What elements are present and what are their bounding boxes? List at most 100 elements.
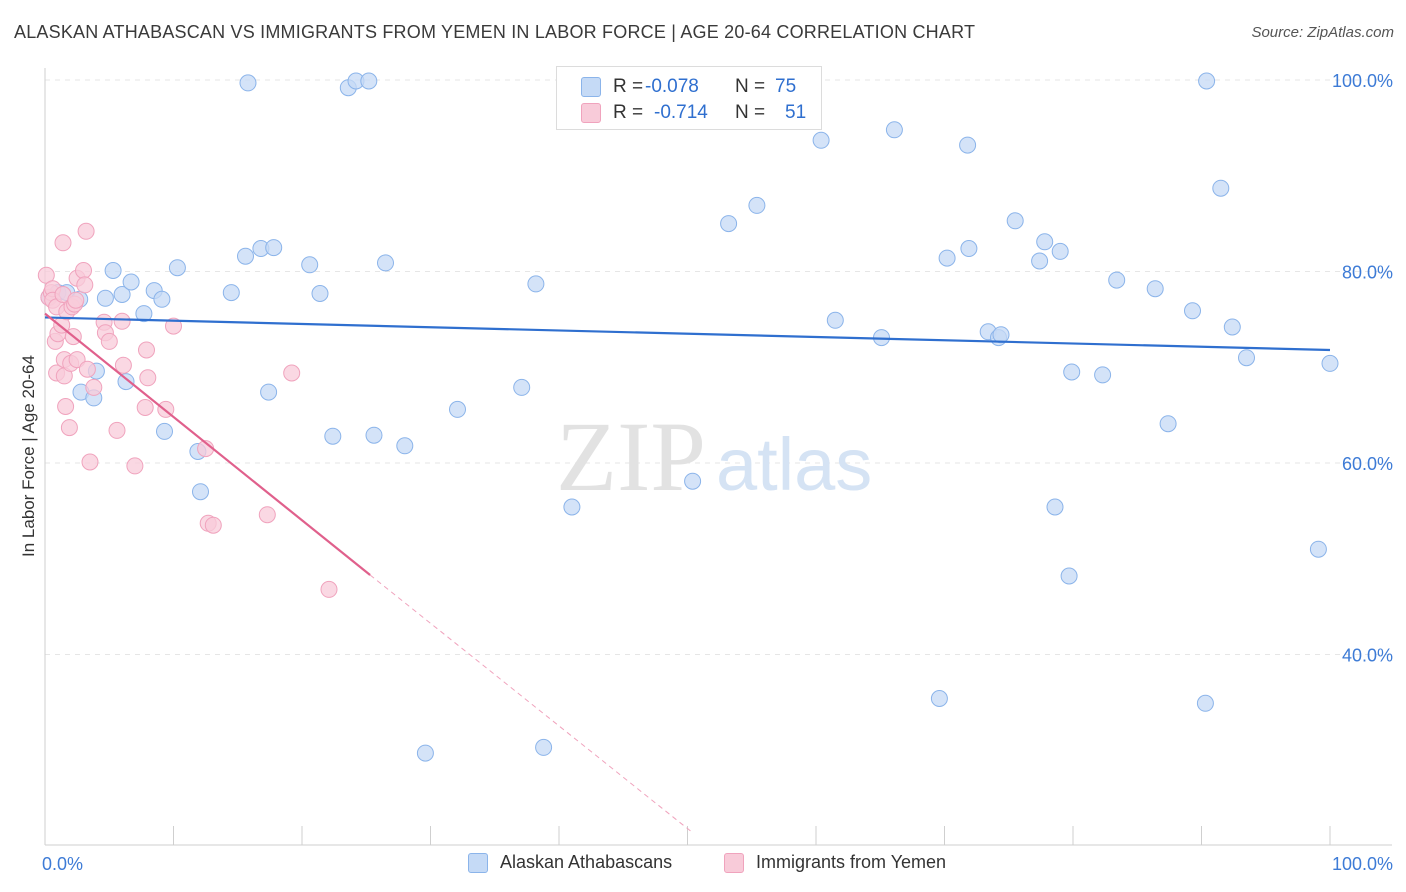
yemen-trendline-extension: [369, 574, 692, 833]
athabascan-swatch: [581, 77, 601, 97]
athabascan-point: [324, 427, 342, 445]
r-label: R =: [613, 102, 644, 123]
yemen-point: [113, 312, 131, 330]
athabascan-point: [237, 247, 254, 265]
athabascan-point: [192, 483, 209, 501]
athabascan-point: [1060, 567, 1078, 585]
y-tick-label: 80.0%: [1342, 263, 1393, 283]
athabascan-point: [301, 256, 319, 274]
athabascan-point: [812, 131, 830, 149]
athabascan-point: [527, 275, 545, 293]
athabascan-point: [513, 378, 531, 396]
yemen-point: [114, 356, 132, 374]
yemen-point: [77, 222, 95, 240]
x-tick-label: 0.0%: [42, 854, 83, 874]
athabascan-point: [826, 311, 844, 329]
source-credit: Source: ZipAtlas.com: [1251, 24, 1394, 41]
athabascan-point: [265, 239, 283, 257]
athabascan-point: [885, 121, 903, 139]
yemen-point: [78, 360, 96, 378]
yemen-point: [54, 234, 72, 252]
yemen-point: [57, 398, 75, 415]
yemen-trendline: [44, 312, 371, 576]
athabascan-point: [1051, 242, 1069, 260]
athabascan-trendline: [44, 316, 1331, 352]
athabascan-point: [1063, 363, 1081, 381]
yemen-point: [76, 276, 94, 294]
r-value: -0.714: [654, 102, 708, 123]
athabascan-point: [1196, 694, 1214, 712]
athabascan-point: [260, 383, 278, 401]
athabascan-point: [122, 273, 140, 291]
athabascan-point: [1108, 271, 1126, 289]
athabascan-point: [930, 690, 948, 707]
yemen-point: [108, 421, 126, 439]
athabascan-point: [1036, 233, 1054, 251]
athabascan-point: [156, 422, 173, 440]
athabascan-point: [959, 136, 977, 154]
athabascan-point: [1146, 280, 1164, 298]
athabascan-point: [113, 286, 131, 303]
athabascan-point: [365, 426, 383, 444]
athabascan-point: [153, 290, 171, 308]
athabascan-point: [1212, 179, 1230, 197]
yemen-point: [138, 341, 155, 359]
athabascan-point: [1309, 540, 1327, 558]
yemen-point: [100, 332, 118, 350]
athabascan-point: [535, 738, 553, 756]
legend-label: Alaskan Athabascans: [500, 852, 673, 872]
athabascan-point: [1006, 212, 1024, 230]
watermark-zip: ZIP: [556, 401, 706, 512]
n-value: 51: [785, 102, 807, 123]
athabascan-point: [1094, 366, 1112, 384]
athabascan-point: [96, 289, 114, 307]
x-tick-label: 100.0%: [1332, 854, 1393, 874]
stats-legend: R = -0.078 N = 75 R = -0.714 N = 51: [556, 66, 822, 130]
y-tick-label: 60.0%: [1342, 454, 1393, 474]
athabascan-point: [1184, 302, 1201, 320]
gridlines: [45, 79, 1392, 655]
yemen-point: [75, 262, 92, 279]
yemen-point: [81, 453, 99, 471]
y-tick-label: 40.0%: [1342, 646, 1393, 666]
athabascan-point: [222, 284, 240, 302]
yemen-swatch: [581, 103, 601, 123]
yemen-point: [139, 369, 157, 387]
athabascan-point: [992, 326, 1010, 344]
athabascan-point: [1046, 498, 1064, 516]
athabascan-point: [1238, 349, 1255, 367]
athabascan-point: [135, 305, 153, 323]
athabascan-point: [104, 262, 122, 279]
athabascan-point: [1198, 72, 1216, 90]
yemen-point: [204, 516, 222, 534]
r-label: R =: [613, 76, 644, 97]
yemen-point: [165, 317, 182, 335]
yemen-point: [85, 378, 103, 396]
athabascans-legend-swatch: [468, 853, 488, 873]
athabascan-point: [168, 259, 186, 277]
r-value: -0.078: [645, 76, 699, 97]
axes: [44, 68, 1392, 846]
athabascan-point: [563, 498, 581, 516]
athabascan-point: [720, 215, 738, 233]
n-label: N =: [735, 76, 766, 97]
athabascan-point: [117, 373, 135, 391]
athabascan-point: [377, 254, 394, 272]
athabascan-point: [449, 400, 466, 418]
athabascan-point: [748, 196, 766, 214]
legend-label: Immigrants from Yemen: [756, 852, 947, 872]
athabascan-point: [239, 74, 257, 92]
n-label: N =: [735, 102, 766, 123]
watermark: ZIP atlas: [556, 401, 872, 512]
athabascan-point: [311, 285, 329, 302]
athabascan-point: [396, 437, 414, 455]
athabascan-point: [684, 472, 702, 490]
watermark-atlas: atlas: [716, 423, 872, 506]
yemen-point: [60, 419, 78, 437]
chart-title: ALASKAN ATHABASCAN VS IMMIGRANTS FROM YE…: [14, 22, 976, 42]
yemen-point: [126, 457, 144, 475]
athabascan-point: [416, 744, 434, 762]
yemen-point: [320, 580, 338, 598]
athabascan-point: [1159, 415, 1177, 433]
